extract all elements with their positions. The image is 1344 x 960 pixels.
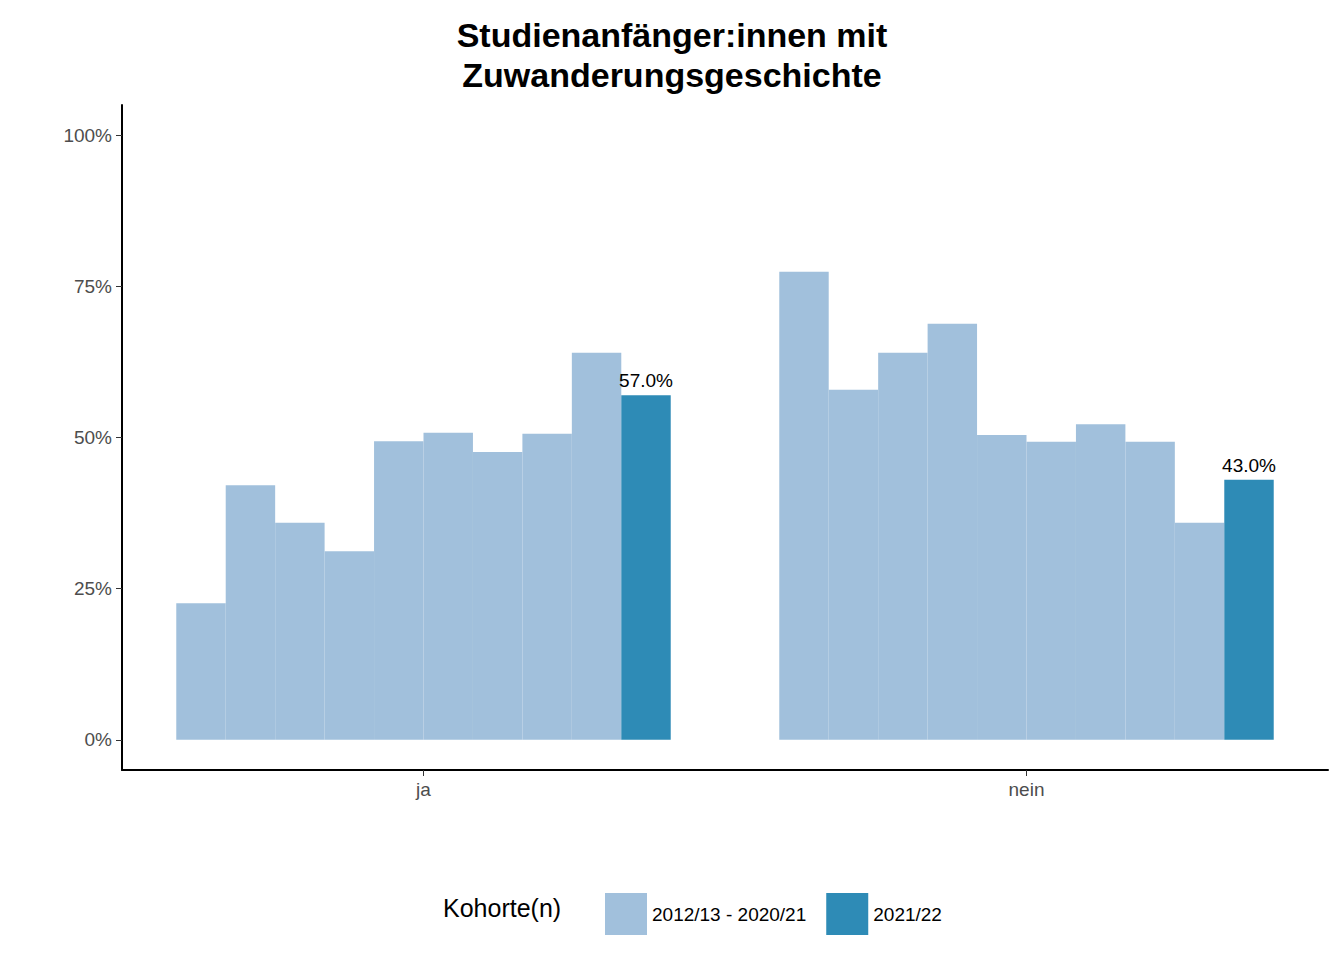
svg-text:2012/13 - 2020/21: 2012/13 - 2020/21 <box>652 904 806 925</box>
svg-text:25%: 25% <box>74 578 112 599</box>
svg-text:100%: 100% <box>63 125 112 146</box>
svg-text:0%: 0% <box>85 729 113 750</box>
svg-text:75%: 75% <box>74 276 112 297</box>
svg-text:nein: nein <box>1009 779 1045 800</box>
svg-text:57.0%: 57.0% <box>619 370 673 391</box>
svg-text:Kohorte(n): Kohorte(n) <box>443 894 561 922</box>
svg-text:Studienanfänger:innen mit: Studienanfänger:innen mit <box>457 16 888 54</box>
svg-text:Zuwanderungsgeschichte: Zuwanderungsgeschichte <box>462 56 881 94</box>
svg-text:ja: ja <box>415 779 431 800</box>
svg-text:43.0%: 43.0% <box>1222 455 1276 476</box>
svg-text:2021/22: 2021/22 <box>873 904 942 925</box>
svg-text:50%: 50% <box>74 427 112 448</box>
